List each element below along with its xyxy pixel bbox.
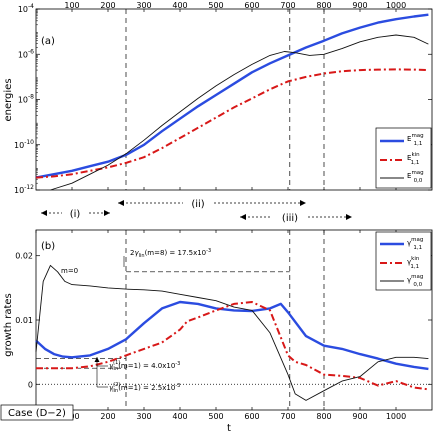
annot-lin2: γ(2) lin(m=1) = 2.5x10-3 <box>109 382 180 394</box>
panel-b-ylabel: growth rates <box>3 293 14 357</box>
a-ytick-label: 10-6 <box>18 48 34 59</box>
a-xtick-label: 500 <box>208 1 223 10</box>
region-iii-label: (iii) <box>282 213 298 224</box>
panel-a-ylabel: energies <box>3 78 14 121</box>
a-xtick-label: 200 <box>100 1 115 10</box>
legend-gkin11-label: γkin 1,1 <box>407 256 420 270</box>
b-xtick-label: 500 <box>208 412 223 421</box>
region-i-label: (i) <box>70 209 81 220</box>
annot-lin-arrow-up <box>94 357 100 362</box>
a-ytick-label: 10-8 <box>18 94 34 105</box>
annot-m8: 2γlin(m=8) = 17.5x10-3 <box>130 248 211 259</box>
panel-b-xlabel: t <box>227 423 231 434</box>
annot-lin1: γ(1) lin(m=1) = 4.0x10-3 <box>109 360 180 372</box>
region-iii-arrow-right <box>346 214 352 220</box>
legend-gmag00-label: γmag 0,0 <box>407 274 423 288</box>
region-ii-label: (ii) <box>191 199 204 210</box>
a-xtick-label: 1000 <box>386 1 406 10</box>
b-ytick-label: 0.01 <box>15 316 33 325</box>
b-xtick-label: 600 <box>244 412 259 421</box>
region-ii-arrow-left <box>118 200 124 206</box>
panel-a-frame <box>35 8 433 191</box>
b-xtick-label: 700 <box>280 412 295 421</box>
legend-emag11-label: Emag 1,1 <box>407 133 424 147</box>
a-series-Emag00 <box>50 34 429 191</box>
legend-gmag11-label: γmag 1,1 <box>407 237 423 251</box>
panel-b-series <box>35 264 429 401</box>
a-ytick-label: 10-10 <box>14 139 34 150</box>
a-xtick-label: 300 <box>136 1 151 10</box>
b-ytick-label: 0.02 <box>15 252 33 261</box>
region-iii-bg <box>272 210 308 223</box>
region-ii-arrow-right <box>300 200 306 206</box>
region-ii-bg <box>183 196 213 209</box>
b-xtick-label: 400 <box>172 412 187 421</box>
panel-b-label: (b) <box>41 241 55 252</box>
a-xtick-label: 400 <box>172 1 187 10</box>
region-markers: (i) (ii) (iii) <box>41 196 352 224</box>
panel-a-vlines <box>125 9 325 190</box>
legend-b-box <box>375 231 432 291</box>
a-xtick-label: 800 <box>316 1 331 10</box>
b-xtick-label: 200 <box>100 412 115 421</box>
a-xtick-label: 600 <box>244 1 259 10</box>
panel-b-legend: γmag 1,1 γkin 1,1 γmag 0,0 <box>375 231 432 291</box>
a-xtick-label: 700 <box>280 1 295 10</box>
b-series-g_mag11 <box>35 300 429 371</box>
a-xtick-label: 900 <box>352 1 367 10</box>
b-series-g_kin11 <box>36 301 429 391</box>
panel-a-ticks: 100 200 300 400 500 600 700 800 900 1000 10-12 10-1… <box>14 1 432 195</box>
legend-ekin11-label: Ekin 1,1 <box>407 152 420 166</box>
panel-b: 0100200300400500600700800900100000.010.0… <box>0 229 433 434</box>
b-xtick-label: 300 <box>136 412 151 421</box>
b-series-g_mag00 <box>35 264 429 401</box>
panel-a: 100 200 300 400 500 600 700 800 900 1000 10-12 10-1… <box>3 1 433 195</box>
b-xtick-label: 800 <box>316 412 331 421</box>
panel-b-ticks: 0100200300400500600700800900100000.010.0… <box>15 230 432 421</box>
panel-a-legend: Emag 1,1 Ekin 1,1 Emag 0,0 <box>375 127 432 189</box>
b-ytick-label: 0 <box>28 380 33 389</box>
region-i-arrow-right <box>104 210 110 216</box>
panel-b-vlines <box>36 230 325 410</box>
case-label-box <box>0 404 74 421</box>
a-ytick-label: 10-4 <box>18 3 34 14</box>
b-xtick-label: 900 <box>352 412 367 421</box>
region-iii-arrow-left <box>240 214 246 220</box>
panel-a-label: (a) <box>41 36 55 47</box>
annot-m0: m=0 <box>61 267 78 275</box>
region-i-bg <box>62 206 88 219</box>
a-series-Emag11 <box>35 13 429 179</box>
legend-emag00-label: Emag 0,0 <box>407 170 424 184</box>
a-xtick-label: 100 <box>64 1 79 10</box>
region-i-arrow-left <box>41 210 47 216</box>
b-xtick-label: 1000 <box>386 412 406 421</box>
a-ytick-label: 10-12 <box>14 184 34 195</box>
case-label: Case (D−2) <box>8 408 66 419</box>
panel-a-series <box>35 13 429 191</box>
